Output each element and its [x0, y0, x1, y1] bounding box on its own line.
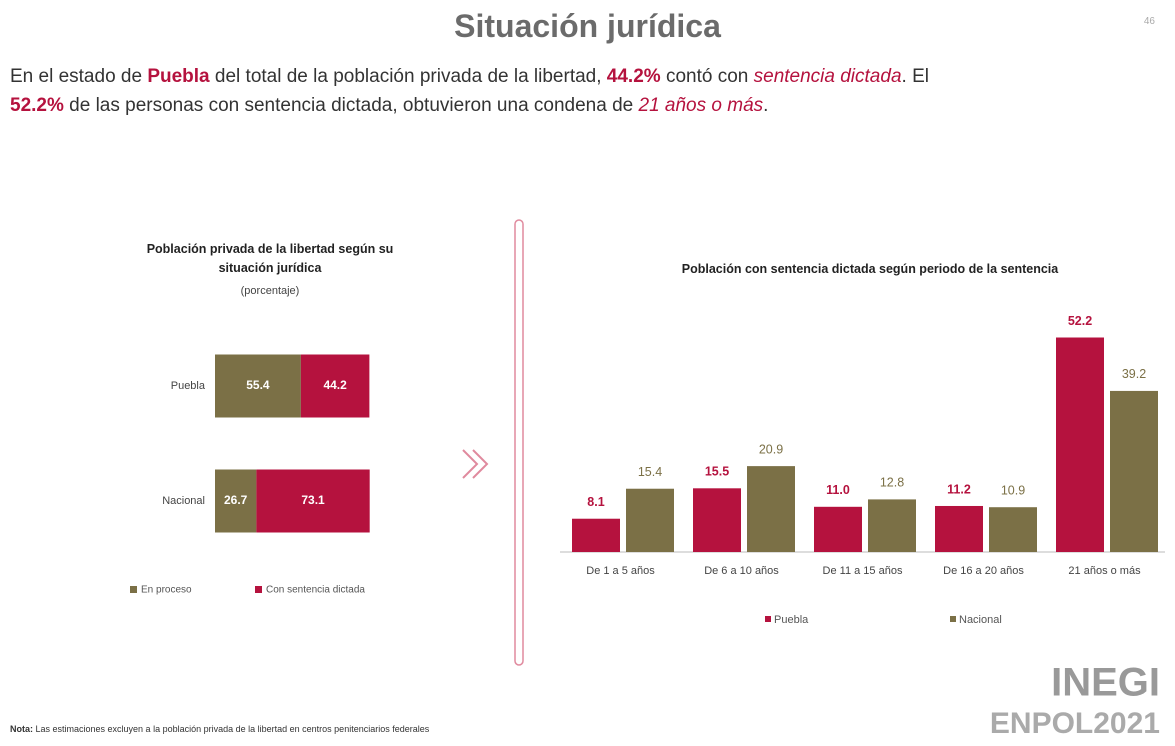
data-label: 15.4	[638, 465, 662, 479]
legend-swatch	[130, 586, 137, 593]
bar	[572, 518, 620, 552]
chevron-icon	[462, 449, 489, 479]
x-tick-label: De 1 a 5 años	[586, 565, 655, 577]
legend-label: Nacional	[959, 614, 1002, 626]
legend-label: En proceso	[141, 585, 192, 596]
intro: En el estado de Puebla del total de la p…	[10, 62, 1160, 120]
legend-swatch	[765, 616, 771, 622]
data-label: 44.2	[323, 378, 347, 392]
logo-brand: INEGI	[1051, 661, 1160, 705]
data-label: 11.0	[826, 483, 850, 497]
bar	[747, 466, 795, 552]
data-label: 55.4	[246, 378, 270, 392]
text: . El	[901, 66, 929, 87]
text: de las personas con sentencia dictada, o…	[63, 95, 639, 116]
bar	[989, 507, 1037, 552]
data-label: 39.2	[1122, 367, 1146, 381]
data-label: 10.9	[1001, 484, 1025, 498]
bar	[1056, 337, 1104, 552]
text: .	[763, 95, 769, 116]
x-tick-label: De 16 a 20 años	[943, 565, 1024, 577]
legend-swatch	[255, 586, 262, 593]
data-label: 12.8	[880, 476, 904, 490]
x-tick-label: 21 años o más	[1068, 565, 1141, 577]
chart-subtitle: (porcentaje)	[240, 285, 300, 297]
bar	[1110, 390, 1158, 552]
text: del total de la población privada de la …	[209, 66, 607, 87]
logo-survey: ENPOL2021	[990, 707, 1160, 740]
bar-segment	[256, 469, 370, 533]
note-label: Nota:	[10, 724, 33, 734]
chart-title: Población privada de la libertad según s…	[146, 242, 394, 275]
y-tick-label: Puebla	[171, 380, 206, 392]
page-title: Situación jurídica	[454, 8, 721, 44]
bar	[868, 499, 916, 552]
text: 21 años o más	[638, 95, 764, 116]
data-label: 73.1	[301, 493, 325, 507]
bar	[814, 506, 862, 552]
text: En el estado de	[10, 66, 148, 87]
data-label: 15.5	[705, 465, 729, 479]
text: contó con	[660, 66, 754, 87]
bar	[693, 488, 741, 552]
bar-segment	[215, 354, 301, 418]
x-tick-label: De 11 a 15 años	[823, 565, 903, 577]
bar-segment	[215, 469, 257, 533]
data-label: 8.1	[587, 495, 604, 509]
text: sentencia dictada	[753, 66, 902, 87]
data-label: 11.2	[947, 482, 971, 496]
bar-segment	[300, 354, 370, 418]
text: 44.2%	[606, 66, 661, 87]
data-label: 52.2	[1068, 314, 1092, 328]
page-number: 46	[1143, 16, 1155, 27]
data-label: 20.9	[759, 442, 783, 456]
chart-title: Población con sentencia dictada según pe…	[681, 262, 1059, 276]
note: Nota: Las estimaciones excluyen a la pob…	[10, 724, 429, 734]
bar	[935, 505, 983, 552]
x-tick-label: De 6 a 10 años	[704, 565, 779, 577]
divider	[514, 219, 524, 666]
bar	[626, 488, 674, 552]
y-tick-label: Nacional	[162, 495, 205, 507]
text: 52.2%	[10, 95, 64, 116]
legend-label: Puebla	[774, 614, 809, 626]
text: Puebla	[147, 66, 210, 87]
legend-swatch	[950, 616, 956, 622]
legend-label: Con sentencia dictada	[266, 585, 365, 596]
data-label: 26.7	[224, 493, 248, 507]
note-text: Las estimaciones excluyen a la población…	[33, 724, 430, 734]
